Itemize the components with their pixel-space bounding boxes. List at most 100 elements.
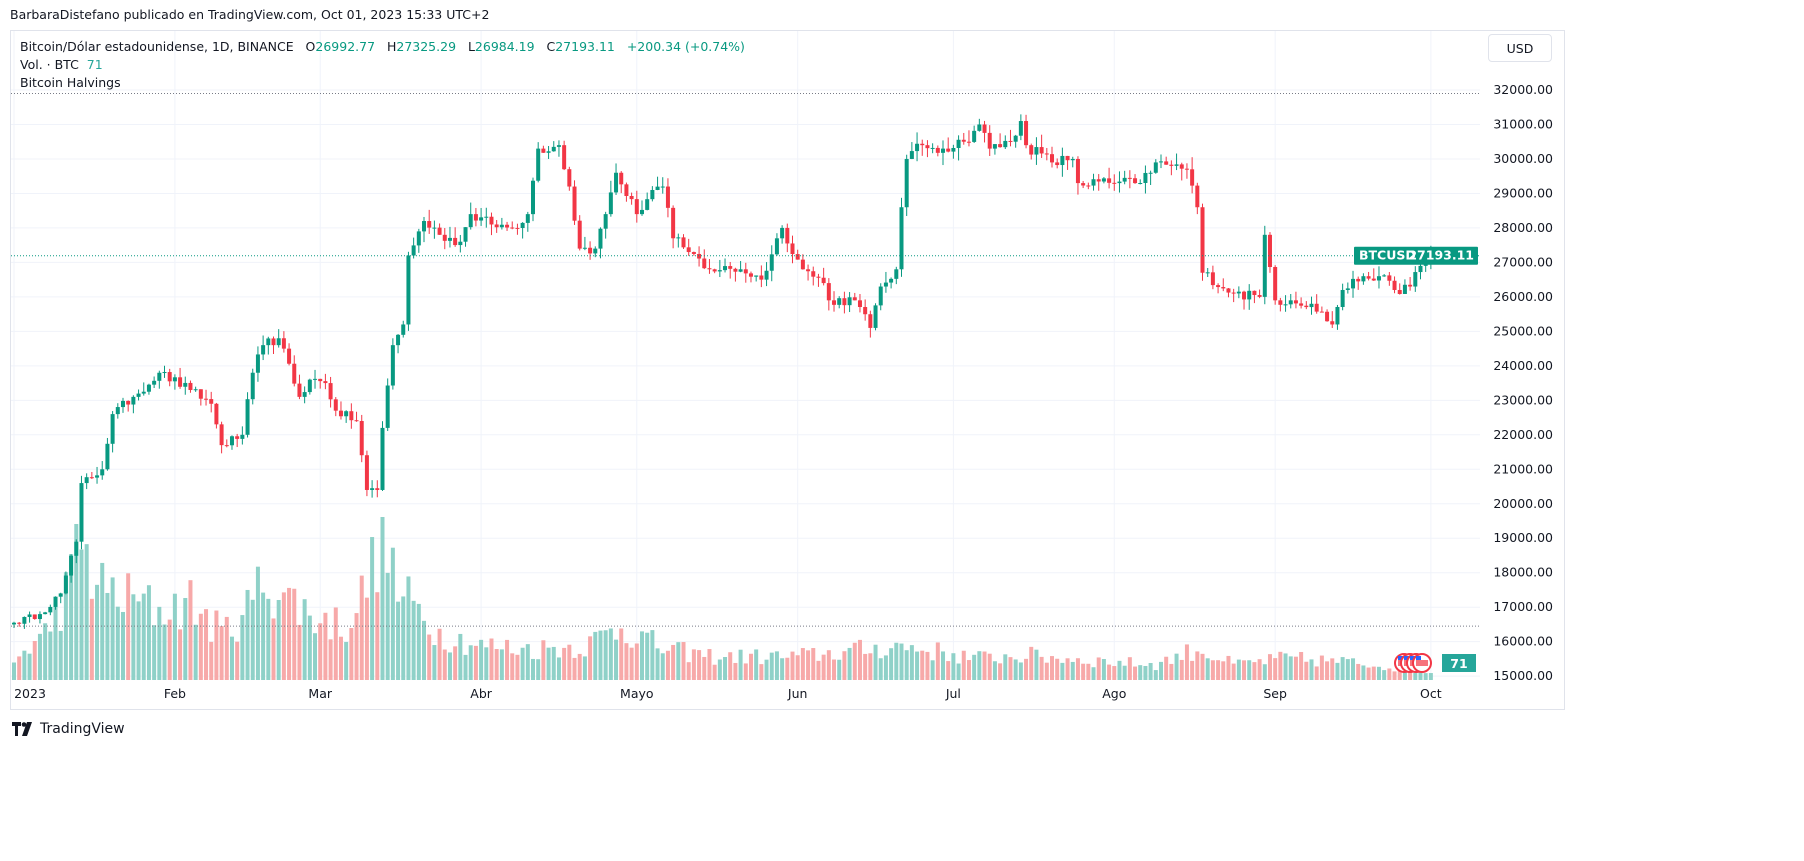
candle-body — [385, 385, 390, 428]
x-axis-tick-label: 2023 — [14, 686, 46, 701]
volume-bar — [1075, 658, 1080, 680]
candle-body — [904, 158, 909, 208]
candle-body — [1127, 177, 1132, 179]
candle-body — [1325, 311, 1330, 322]
volume-bar — [852, 642, 857, 680]
candle-body — [603, 214, 608, 229]
volume-bar — [686, 662, 691, 680]
x-axis-tick-label: Sep — [1263, 686, 1287, 701]
volume-bar — [323, 612, 328, 680]
volume-bar — [863, 653, 868, 680]
y-axis-tick-label: 27000.00 — [1493, 254, 1553, 269]
candle-body — [639, 209, 644, 215]
volume-bar — [697, 650, 702, 680]
candle-body — [1070, 158, 1075, 161]
candle-body — [660, 186, 665, 188]
candle-body — [120, 400, 125, 408]
volume-legend-row[interactable]: Vol. · BTC 71 — [20, 56, 745, 74]
candle-body — [1065, 155, 1070, 161]
volume-bar — [1070, 661, 1075, 680]
candle-body — [261, 345, 266, 355]
volume-bar — [1190, 660, 1195, 680]
candle-body — [852, 297, 857, 301]
currency-button[interactable]: USD — [1488, 34, 1552, 62]
volume-bar — [338, 636, 343, 680]
candle-body — [198, 389, 203, 399]
candle-body — [74, 541, 79, 556]
candle-body — [536, 148, 541, 181]
candle-body — [1216, 285, 1221, 288]
candle-body — [297, 383, 302, 397]
price-tag-bg — [1354, 246, 1478, 265]
candle-body — [1382, 275, 1387, 277]
candle-body — [883, 282, 888, 287]
candle-body — [1304, 305, 1309, 308]
volume-bar — [1101, 659, 1106, 680]
candle-body — [941, 148, 946, 153]
candle-body — [894, 269, 899, 279]
y-axis-tick-label: 23000.00 — [1493, 392, 1553, 407]
volume-bar — [956, 663, 961, 680]
volume-bar — [162, 624, 167, 680]
x-axis-tick-label: Oct — [1420, 686, 1442, 701]
candle-body — [1008, 140, 1013, 142]
candle-body — [1055, 162, 1060, 166]
volume-bar — [1018, 662, 1023, 680]
volume-bar — [1024, 658, 1029, 680]
candle-body — [333, 399, 338, 411]
volume-bar — [1117, 660, 1122, 680]
volume-bar — [58, 630, 63, 680]
tradingview-logo[interactable]: TradingView — [12, 721, 125, 737]
volume-bar — [800, 648, 805, 680]
halvings-legend-row[interactable]: Bitcoin Halvings — [20, 75, 121, 90]
volume-bar — [27, 653, 32, 680]
volume-bar — [1122, 665, 1127, 680]
volume-bar — [743, 663, 748, 680]
volume-bar — [100, 562, 105, 680]
volume-bar — [733, 662, 738, 680]
volume-bar — [842, 651, 847, 680]
volume-bar — [1044, 662, 1049, 680]
volume-bar — [198, 613, 203, 680]
volume-bar — [479, 639, 484, 680]
volume-bar — [811, 648, 816, 680]
candle-body — [152, 380, 157, 385]
volume-bar — [1242, 660, 1247, 680]
candle-body — [857, 300, 862, 308]
volume-bar — [551, 646, 556, 680]
candle-body — [1392, 280, 1397, 290]
candle-body — [1330, 321, 1335, 325]
volume-bar — [105, 592, 110, 680]
volume-bar — [868, 653, 873, 680]
chart-legend: Bitcoin/Dólar estadounidense, 1D, BINANC… — [20, 38, 745, 92]
candle-body — [935, 147, 940, 153]
volume-bar — [131, 594, 136, 680]
volume-bar — [1413, 673, 1418, 680]
candle-body — [240, 434, 245, 439]
volume-bar — [32, 640, 37, 680]
candle-body — [1148, 172, 1153, 174]
y-axis-tick-label: 26000.00 — [1493, 289, 1553, 304]
volume-bar — [1288, 656, 1293, 680]
volume-bar — [1169, 663, 1174, 680]
candle-body — [572, 186, 577, 221]
volume-bar — [302, 599, 307, 680]
candle-body — [515, 227, 520, 229]
y-axis-tick-label: 19000.00 — [1493, 530, 1553, 545]
candle-body — [48, 606, 53, 613]
low-label: L — [467, 39, 475, 54]
candle-body — [614, 172, 619, 193]
volume-bar — [1039, 656, 1044, 680]
candle-body — [1169, 164, 1174, 166]
volume-bar — [209, 641, 214, 680]
volume-bar — [1164, 656, 1169, 680]
candle-body — [842, 298, 847, 306]
candle-body — [1179, 164, 1184, 169]
candle-body — [100, 469, 105, 476]
us-flag-stripes — [1416, 660, 1428, 666]
candle-body — [1221, 287, 1226, 289]
symbol-legend-row[interactable]: Bitcoin/Dólar estadounidense, 1D, BINANC… — [20, 38, 745, 56]
volume-bar — [603, 630, 608, 680]
volume-bar — [89, 598, 94, 680]
